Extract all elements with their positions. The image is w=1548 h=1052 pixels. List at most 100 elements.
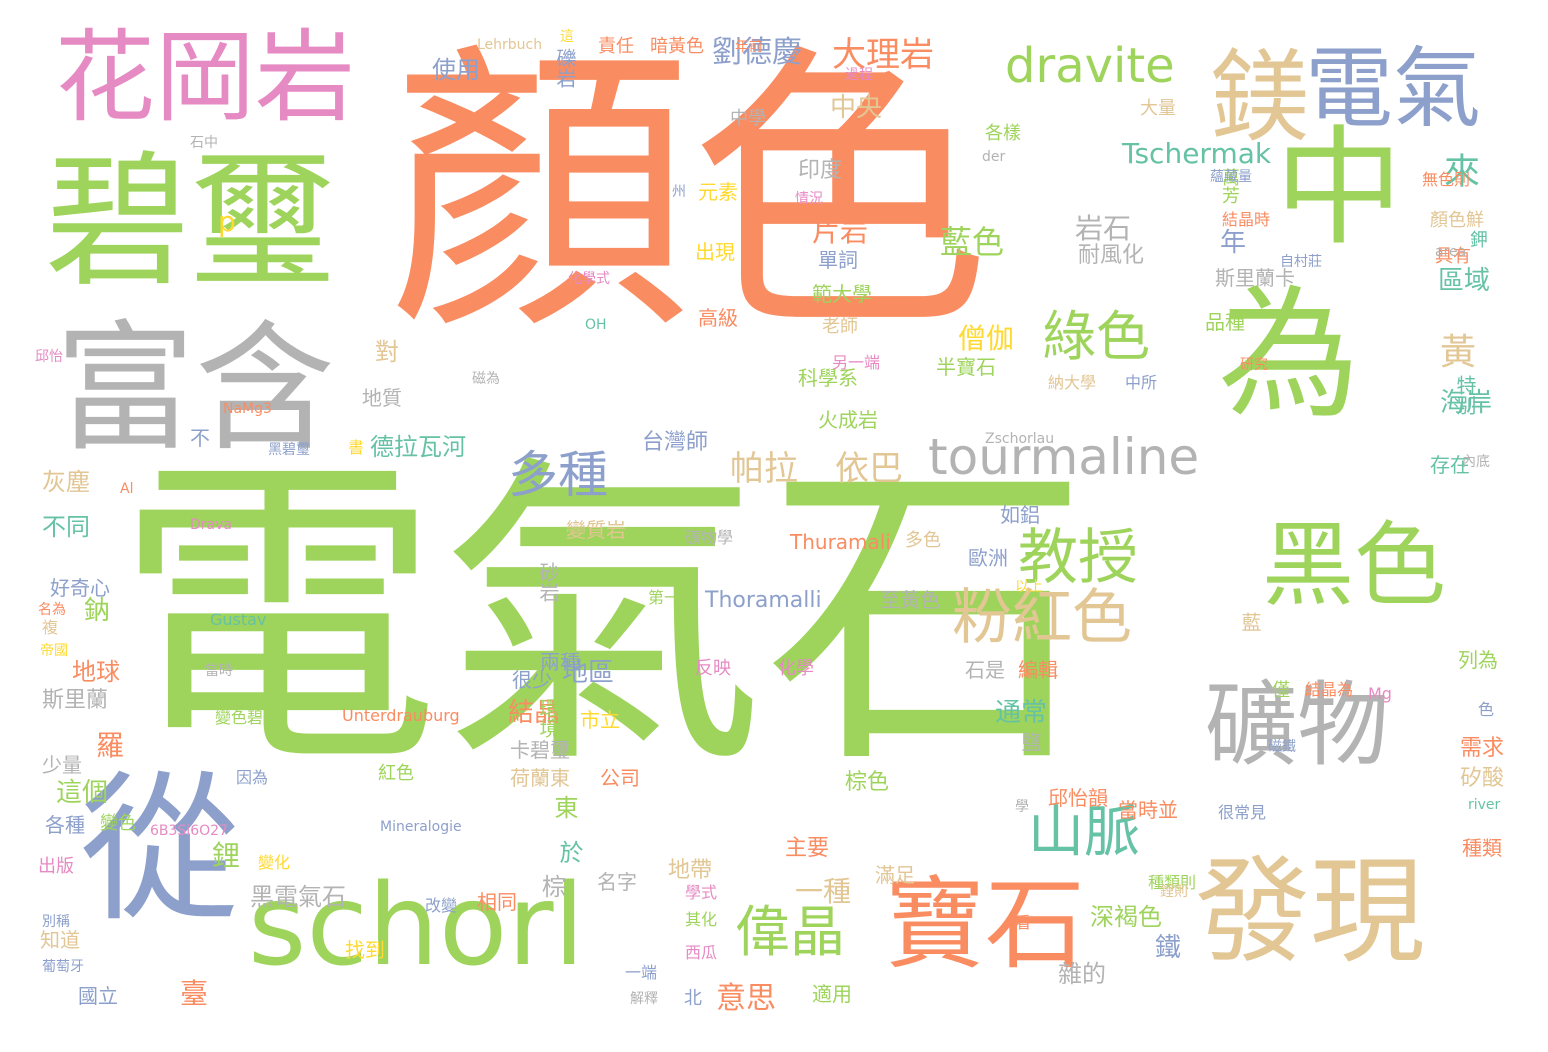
word-102: 深褐色 (1090, 903, 1162, 931)
word-12: 黑色 (1262, 512, 1447, 619)
word-29: 依巴 (835, 449, 903, 489)
word-191: 蘊藏量 (1210, 169, 1252, 185)
word-15: 發現 (1195, 845, 1426, 979)
word-113: 僅 (1269, 680, 1290, 698)
word-38: 中央 (830, 93, 883, 123)
word-173: 很常見 (1218, 803, 1267, 822)
word-184: 學式 (685, 883, 718, 902)
word-179: 這 (560, 29, 574, 45)
word-155: Al (120, 481, 134, 497)
word-61: 半寶石 (936, 355, 996, 379)
word-158: area (1435, 244, 1467, 260)
word-24: 來 (1438, 152, 1479, 188)
word-159: river (1468, 797, 1501, 813)
word-163: 其化 (685, 910, 718, 929)
word-120: 萬芳 (1219, 168, 1240, 204)
word-149: 紅色 (378, 763, 414, 784)
word-57: 品種 (1205, 310, 1245, 334)
word-40: 一種 (795, 875, 852, 908)
word-127: 各樣 (985, 123, 1021, 144)
word-156: 6B3Si6O27 (150, 823, 228, 839)
word-131: 責任 (598, 36, 634, 57)
word-108: 當時並 (1118, 798, 1178, 822)
word-28: 帕拉 (730, 449, 798, 489)
word-144: 第一次 (648, 588, 697, 607)
word-154: Drava (190, 517, 232, 533)
word-80: 各種 (45, 813, 85, 837)
word-21: 綠色 (1042, 305, 1150, 368)
word-138: 對 (375, 338, 399, 366)
word-4: 富含 (55, 308, 336, 471)
word-49: 印度 (798, 158, 843, 183)
word-98: 北 (681, 988, 702, 1006)
word-83: 知道 (40, 928, 80, 952)
word-86: 棕 (542, 873, 566, 901)
word-16: tourmaline (928, 428, 1200, 486)
word-185: 鋰則 (1160, 884, 1188, 900)
word-7: 中 (1275, 114, 1404, 263)
word-171: 另一端 (832, 353, 881, 372)
word-104: 主要 (785, 836, 830, 861)
word-114: 結晶為 (1305, 680, 1354, 699)
word-96: 臺 (180, 977, 209, 1010)
word-164: 西瓜 (685, 943, 718, 962)
word-36: 海岸 (1440, 388, 1493, 418)
word-182: 磁鐵 (1268, 739, 1296, 755)
word-137: p (218, 205, 236, 238)
word-66: 如鋁 (1000, 503, 1040, 527)
word-130: 高級 (698, 306, 738, 330)
word-141: 多色 (905, 530, 941, 551)
word-39: 黑電氣石 (250, 883, 346, 911)
word-192: 黑碧璽 (268, 442, 310, 458)
word-167: 色 (1478, 700, 1495, 719)
word-152: NaMg3 (223, 401, 272, 417)
word-75: 好奇心 (50, 576, 110, 600)
word-23: 黃 (1440, 332, 1477, 373)
word-5: 從 (80, 756, 241, 943)
word-33: 使用 (432, 56, 480, 84)
word-119: 鹽 (1018, 732, 1042, 752)
word-46: 灰塵 (42, 468, 90, 496)
word-47: 僧伽 (958, 322, 1015, 355)
word-111: 種類 (1462, 836, 1502, 860)
word-142: 化學 (778, 658, 814, 679)
word-85: 鋰 (212, 839, 241, 872)
word-122: 顏色鮮 (1430, 210, 1484, 231)
word-55: 台灣師 (642, 430, 709, 455)
word-35: 年 (1220, 228, 1247, 258)
word-60: 單詞 (818, 248, 858, 272)
word-37: 區域 (1438, 266, 1491, 296)
word-84: 國立 (78, 984, 118, 1008)
word-196: 名為 (38, 602, 66, 618)
word-166: 解釋 (630, 991, 658, 1007)
word-27: Tschermak (1122, 137, 1272, 170)
word-153: OH (585, 317, 607, 333)
word-139: 地質 (362, 386, 402, 410)
word-132: 暗黃色 (650, 36, 704, 57)
word-174: 複 (42, 618, 59, 637)
word-69: 變質岩 (566, 518, 626, 542)
word-65: Thoramalli (705, 588, 822, 613)
word-193: 以上 (1015, 579, 1043, 595)
word-32: 片岩 (812, 215, 869, 248)
word-109: 需求 (1460, 736, 1505, 761)
word-68: 至黃色 (880, 588, 940, 612)
word-94: 名字 (597, 870, 637, 894)
word-100: 雜的 (1058, 960, 1106, 988)
word-67: 歐洲 (968, 546, 1008, 570)
word-178: 石中 (190, 135, 218, 151)
word-13: 礦物 (1205, 672, 1390, 779)
word-136: 礫岩 (553, 48, 577, 88)
word-87: 東 (550, 795, 578, 819)
word-22: 偉晶 (735, 900, 846, 964)
word-73: 很少 (512, 668, 552, 692)
word-31: 岩石 (1075, 212, 1132, 245)
word-110: 矽酸 (1460, 766, 1505, 791)
word-189: 當時 (205, 663, 233, 679)
word-14: 寶石 (885, 866, 1085, 983)
word-147: Unterdrauburg (342, 706, 460, 725)
word-44: 地區 (562, 658, 615, 688)
word-190: 情況 (795, 191, 823, 207)
word-168: 學 (1015, 799, 1029, 815)
word-140: 不 (190, 426, 210, 450)
